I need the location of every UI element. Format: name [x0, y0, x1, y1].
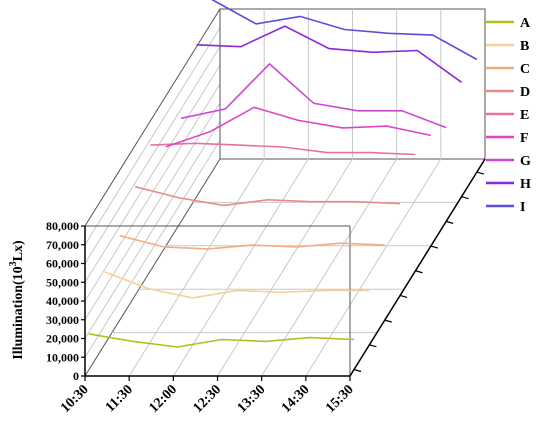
grid-line: [84, 27, 221, 246]
series-line-G: [181, 62, 447, 129]
chart-grid: [84, 8, 486, 377]
legend-label: G: [520, 154, 531, 169]
y-tick-label: 60,000: [46, 257, 79, 271]
legend-label: C: [520, 62, 530, 77]
x-tick-label: 11:30: [103, 382, 136, 415]
depth-axis: [349, 158, 486, 377]
series-line-C: [119, 234, 385, 250]
depth-tick: [430, 245, 438, 249]
grid-line: [84, 158, 221, 377]
y-tick-label: 30,000: [46, 313, 79, 327]
x-tick-label: 13:30: [235, 382, 269, 416]
grid-line: [84, 64, 221, 283]
depth-tick: [399, 294, 408, 299]
y-tick-label: 80,000: [46, 219, 79, 233]
grid-line: [84, 139, 221, 358]
y-axis-label-tail: Lx): [11, 240, 26, 261]
grid-line: [84, 102, 221, 321]
series-line-E: [150, 142, 416, 156]
chart-series: [88, 0, 478, 348]
x-tick-label: 12:30: [191, 382, 225, 416]
grid-line: [261, 158, 398, 377]
legend-label: D: [520, 85, 530, 100]
grid-line: [217, 158, 353, 377]
legend-label: A: [520, 16, 531, 31]
x-tick-label: 15:30: [323, 382, 357, 416]
depth-tick: [446, 220, 454, 224]
y-axis-label: Illumination(103Lx): [8, 240, 26, 360]
y-tick-label: 50,000: [46, 275, 79, 289]
grid-line: [84, 8, 221, 227]
grid-line: [84, 121, 221, 339]
series-line-B: [104, 270, 370, 299]
grid-line: [128, 158, 265, 377]
series-line-D: [134, 185, 401, 207]
x-tick-label: 10:30: [58, 382, 92, 416]
y-axis: 0 10,000 20,000 30,000 40,000 50,000 60,000 70,…: [46, 219, 86, 383]
x-tick-label: 12:00: [146, 382, 180, 416]
legend-label: I: [520, 200, 525, 215]
y-tick-label: 20,000: [46, 332, 79, 346]
grid-line: [84, 46, 221, 264]
y-axis-label-main: Illumination(10: [11, 266, 26, 359]
legend-label: F: [520, 131, 529, 146]
grid-line: [172, 158, 309, 377]
legend-label: H: [520, 177, 531, 192]
y-tick-label: 40,000: [46, 294, 79, 308]
legend-label: E: [520, 108, 529, 123]
x-tick-label: 14:30: [279, 382, 313, 416]
depth-tick: [415, 270, 423, 274]
series-line-F: [165, 106, 431, 148]
depth-tick: [384, 319, 392, 323]
series-line-I: [211, 0, 478, 61]
y-axis-label-sup: 3: [8, 261, 19, 266]
grid-line: [305, 158, 442, 377]
y-tick-label: 0: [73, 369, 79, 383]
legend-label: B: [520, 39, 529, 54]
series-line-H: [196, 25, 462, 83]
depth-tick: [353, 368, 362, 373]
depth-tick: [476, 171, 485, 175]
series-line-A: [88, 333, 355, 348]
depth-tick: [369, 344, 377, 348]
grid-line: [84, 83, 221, 302]
y-tick-label: 70,000: [46, 238, 79, 252]
y-tick-label: 10,000: [46, 350, 79, 364]
x-axis: 10:30 11:30 12:00 12:30 13:30 14:30 15:30: [58, 375, 357, 416]
depth-tick: [461, 196, 469, 200]
